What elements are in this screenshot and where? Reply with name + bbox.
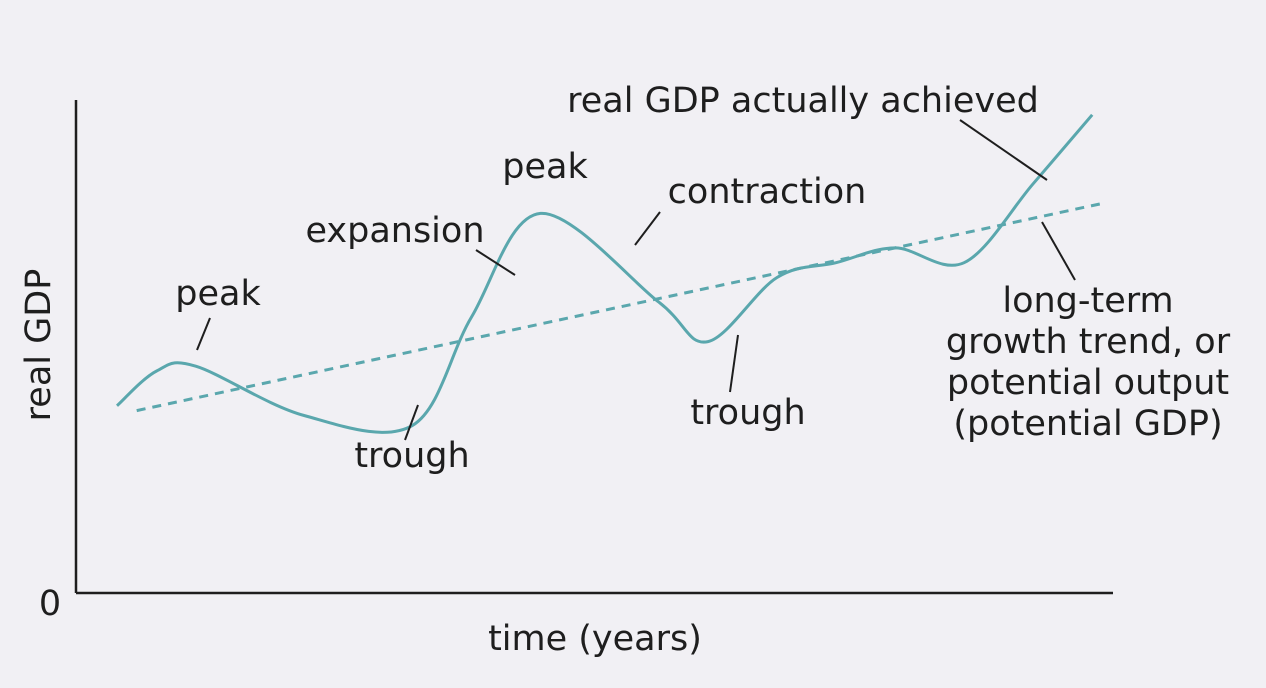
annotation-peak1: peak	[175, 274, 261, 314]
y-axis-label: real GDP	[19, 269, 59, 422]
origin-label: 0	[39, 584, 61, 624]
trend-leader	[1041, 221, 1076, 281]
annotation-expansion: expansion	[305, 211, 484, 251]
annotation-trend-line-3: potential output	[947, 363, 1229, 403]
gdp-curve	[115, 113, 1094, 434]
expansion-leader	[475, 249, 516, 276]
x-axis-label: time (years)	[488, 619, 702, 659]
annotation-trend-line-4: (potential GDP)	[953, 404, 1222, 444]
annotation-peak2: peak	[502, 147, 588, 187]
trough1-leader	[404, 404, 419, 441]
trend-line	[136, 202, 1103, 413]
annotation-trend-line-2: growth trend, or	[946, 322, 1231, 362]
trough2-leader	[729, 334, 739, 393]
contraction-leader	[634, 211, 661, 246]
annotation-trough2: trough	[690, 393, 805, 433]
annotation-actual: real GDP actually achieved	[567, 81, 1039, 121]
actual-leader	[959, 119, 1048, 181]
peak1-leader	[196, 317, 211, 351]
annotation-trough1: trough	[354, 436, 469, 476]
annotation-trend-line-1: long-term	[1002, 281, 1173, 321]
annotation-contraction: contraction	[668, 172, 867, 212]
